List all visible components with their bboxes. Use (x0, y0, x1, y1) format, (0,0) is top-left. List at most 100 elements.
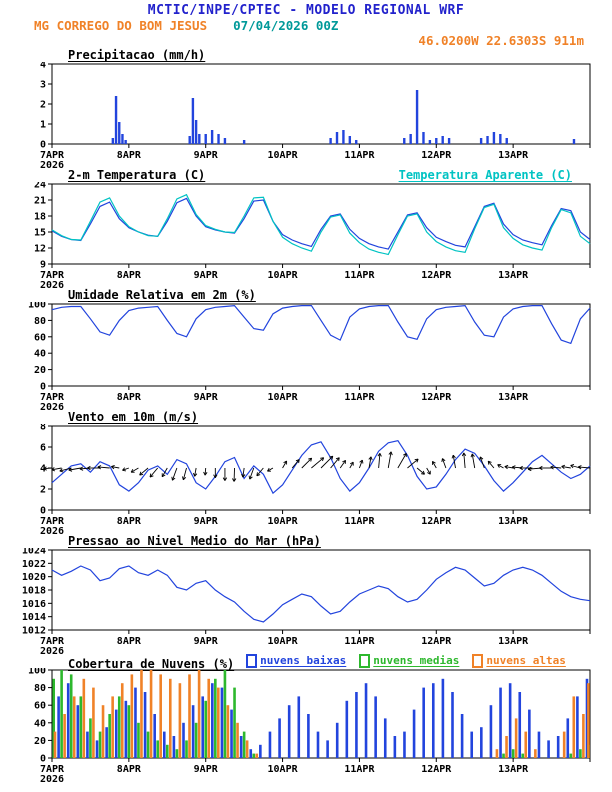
svg-text:15: 15 (34, 228, 46, 239)
svg-text:13APR: 13APR (498, 764, 529, 775)
svg-text:40: 40 (34, 718, 46, 729)
svg-text:10APR: 10APR (268, 270, 299, 281)
svg-text:9APR: 9APR (194, 270, 219, 281)
svg-text:9APR: 9APR (194, 150, 219, 161)
panel-temperature: 2-m Temperatura (C) Temperatura Aparente… (0, 168, 612, 288)
svg-text:12APR: 12APR (421, 392, 452, 403)
svg-text:2026: 2026 (40, 646, 64, 654)
svg-text:1016: 1016 (22, 599, 46, 610)
svg-text:1022: 1022 (22, 559, 46, 570)
panel-wind-title-row: Vento em 10m (m/s) (68, 410, 572, 424)
svg-text:10APR: 10APR (268, 636, 299, 647)
legend-item-low-clouds: nuvens baixas (246, 654, 346, 668)
svg-text:4: 4 (40, 62, 46, 71)
station-coordinates: 46.0200W 22.6303S 911m (418, 33, 584, 48)
svg-text:40: 40 (34, 349, 46, 360)
svg-text:7APR: 7APR (40, 392, 65, 403)
svg-text:10APR: 10APR (268, 764, 299, 775)
svg-text:9APR: 9APR (194, 392, 219, 403)
cloud-cover-chart: 0 20 40 60 80 100 7APR 2026 8APR 9APR 10APR 11APR 12… (0, 668, 612, 782)
svg-text:12APR: 12APR (421, 636, 452, 647)
svg-text:1012: 1012 (22, 626, 46, 637)
svg-text:10APR: 10APR (268, 516, 299, 527)
svg-text:0: 0 (40, 140, 46, 151)
svg-text:8APR: 8APR (117, 150, 142, 161)
svg-text:21: 21 (34, 196, 46, 207)
svg-text:12APR: 12APR (421, 764, 452, 775)
header-station-row: MG CORREGO DO BOM JESUS 07/04/2026 00Z (0, 18, 612, 33)
panel-precipitation: Precipitacao (mm/h) 0 1 2 3 4 7APR 2026 8APR 9AP… (0, 48, 612, 168)
panel-precipitation-title-row: Precipitacao (mm/h) (68, 48, 572, 62)
svg-text:2026: 2026 (40, 402, 64, 410)
svg-text:13APR: 13APR (498, 392, 529, 403)
svg-text:7APR: 7APR (40, 636, 65, 647)
svg-text:11APR: 11APR (344, 392, 375, 403)
run-datetime: 07/04/2026 00Z (233, 18, 339, 33)
legend-label-low-clouds: nuvens baixas (260, 654, 347, 667)
svg-text:7APR: 7APR (40, 270, 65, 281)
panel-humidity-title: Umidade Relativa em 2m (%) (68, 288, 256, 302)
svg-text:12APR: 12APR (421, 270, 452, 281)
high-clouds-swatch-icon (472, 654, 484, 668)
svg-text:1014: 1014 (22, 612, 46, 623)
mid-clouds-swatch-icon (359, 654, 371, 668)
svg-text:0: 0 (40, 382, 46, 393)
panel-humidity: Umidade Relativa em 2m (%) 0 20 40 60 80 100 7… (0, 288, 612, 410)
svg-text:18: 18 (34, 212, 46, 223)
legend-label-mid-clouds: nuvens medias (373, 654, 460, 667)
svg-text:6: 6 (40, 443, 46, 454)
svg-text:20: 20 (34, 365, 46, 376)
svg-text:1024: 1024 (22, 548, 46, 557)
svg-text:13APR: 13APR (498, 516, 529, 527)
svg-text:8APR: 8APR (117, 636, 142, 647)
svg-text:1018: 1018 (22, 586, 46, 597)
svg-text:1: 1 (40, 120, 46, 131)
svg-text:60: 60 (34, 701, 46, 712)
svg-text:60: 60 (34, 332, 46, 343)
panel-temperature-title-row: 2-m Temperatura (C) Temperatura Aparente… (68, 168, 572, 182)
svg-text:2026: 2026 (40, 280, 64, 288)
svg-text:9APR: 9APR (194, 764, 219, 775)
panel-wind-title: Vento em 10m (m/s) (68, 410, 199, 424)
cloud-cover-legend: nuvens baixas nuvens medias nuvens altas (246, 654, 566, 668)
svg-text:20: 20 (34, 736, 46, 747)
station-name: MG CORREGO DO BOM JESUS (34, 18, 208, 33)
svg-text:7APR: 7APR (40, 516, 65, 527)
svg-text:12: 12 (34, 244, 46, 255)
panel-humidity-title-row: Umidade Relativa em 2m (%) (68, 288, 572, 302)
svg-text:8APR: 8APR (117, 516, 142, 527)
svg-text:11APR: 11APR (344, 150, 375, 161)
svg-text:2: 2 (40, 485, 46, 496)
panel-cloud-cover: Cobertura de Nuvens (%) nuvens baixas nu… (0, 654, 612, 782)
panel-pressure: Pressao ao Nivel Medio do Mar (hPa) 1012… (0, 534, 612, 654)
svg-text:7APR: 7APR (40, 764, 65, 775)
legend-item-high-clouds: nuvens altas (472, 654, 566, 668)
svg-text:100: 100 (28, 302, 46, 311)
legend-label-high-clouds: nuvens altas (486, 654, 566, 667)
svg-text:12APR: 12APR (421, 150, 452, 161)
svg-text:13APR: 13APR (498, 270, 529, 281)
svg-text:11APR: 11APR (344, 516, 375, 527)
panel-cloud-cover-title: Cobertura de Nuvens (%) (68, 657, 235, 671)
svg-text:11APR: 11APR (344, 636, 375, 647)
svg-text:4: 4 (40, 464, 46, 475)
svg-text:100: 100 (28, 668, 46, 677)
svg-text:13APR: 13APR (498, 150, 529, 161)
svg-text:8: 8 (40, 424, 46, 433)
svg-text:8APR: 8APR (117, 392, 142, 403)
svg-text:80: 80 (34, 316, 46, 327)
svg-text:11APR: 11APR (344, 764, 375, 775)
svg-text:1020: 1020 (22, 572, 46, 583)
panel-wind: Vento em 10m (m/s) 0 2 4 6 8 7APR 2026 8APR 9APR… (0, 410, 612, 534)
pressure-chart: 1012 1014 1016 1018 1020 1022 1024 7APR 2026 8APR… (0, 548, 612, 654)
svg-text:12APR: 12APR (421, 516, 452, 527)
svg-text:3: 3 (40, 80, 46, 91)
svg-text:7APR: 7APR (40, 150, 65, 161)
panel-temperature-title: 2-m Temperatura (C) (68, 168, 206, 182)
svg-text:0: 0 (40, 754, 46, 765)
panel-pressure-title: Pressao ao Nivel Medio do Mar (hPa) (68, 534, 321, 548)
